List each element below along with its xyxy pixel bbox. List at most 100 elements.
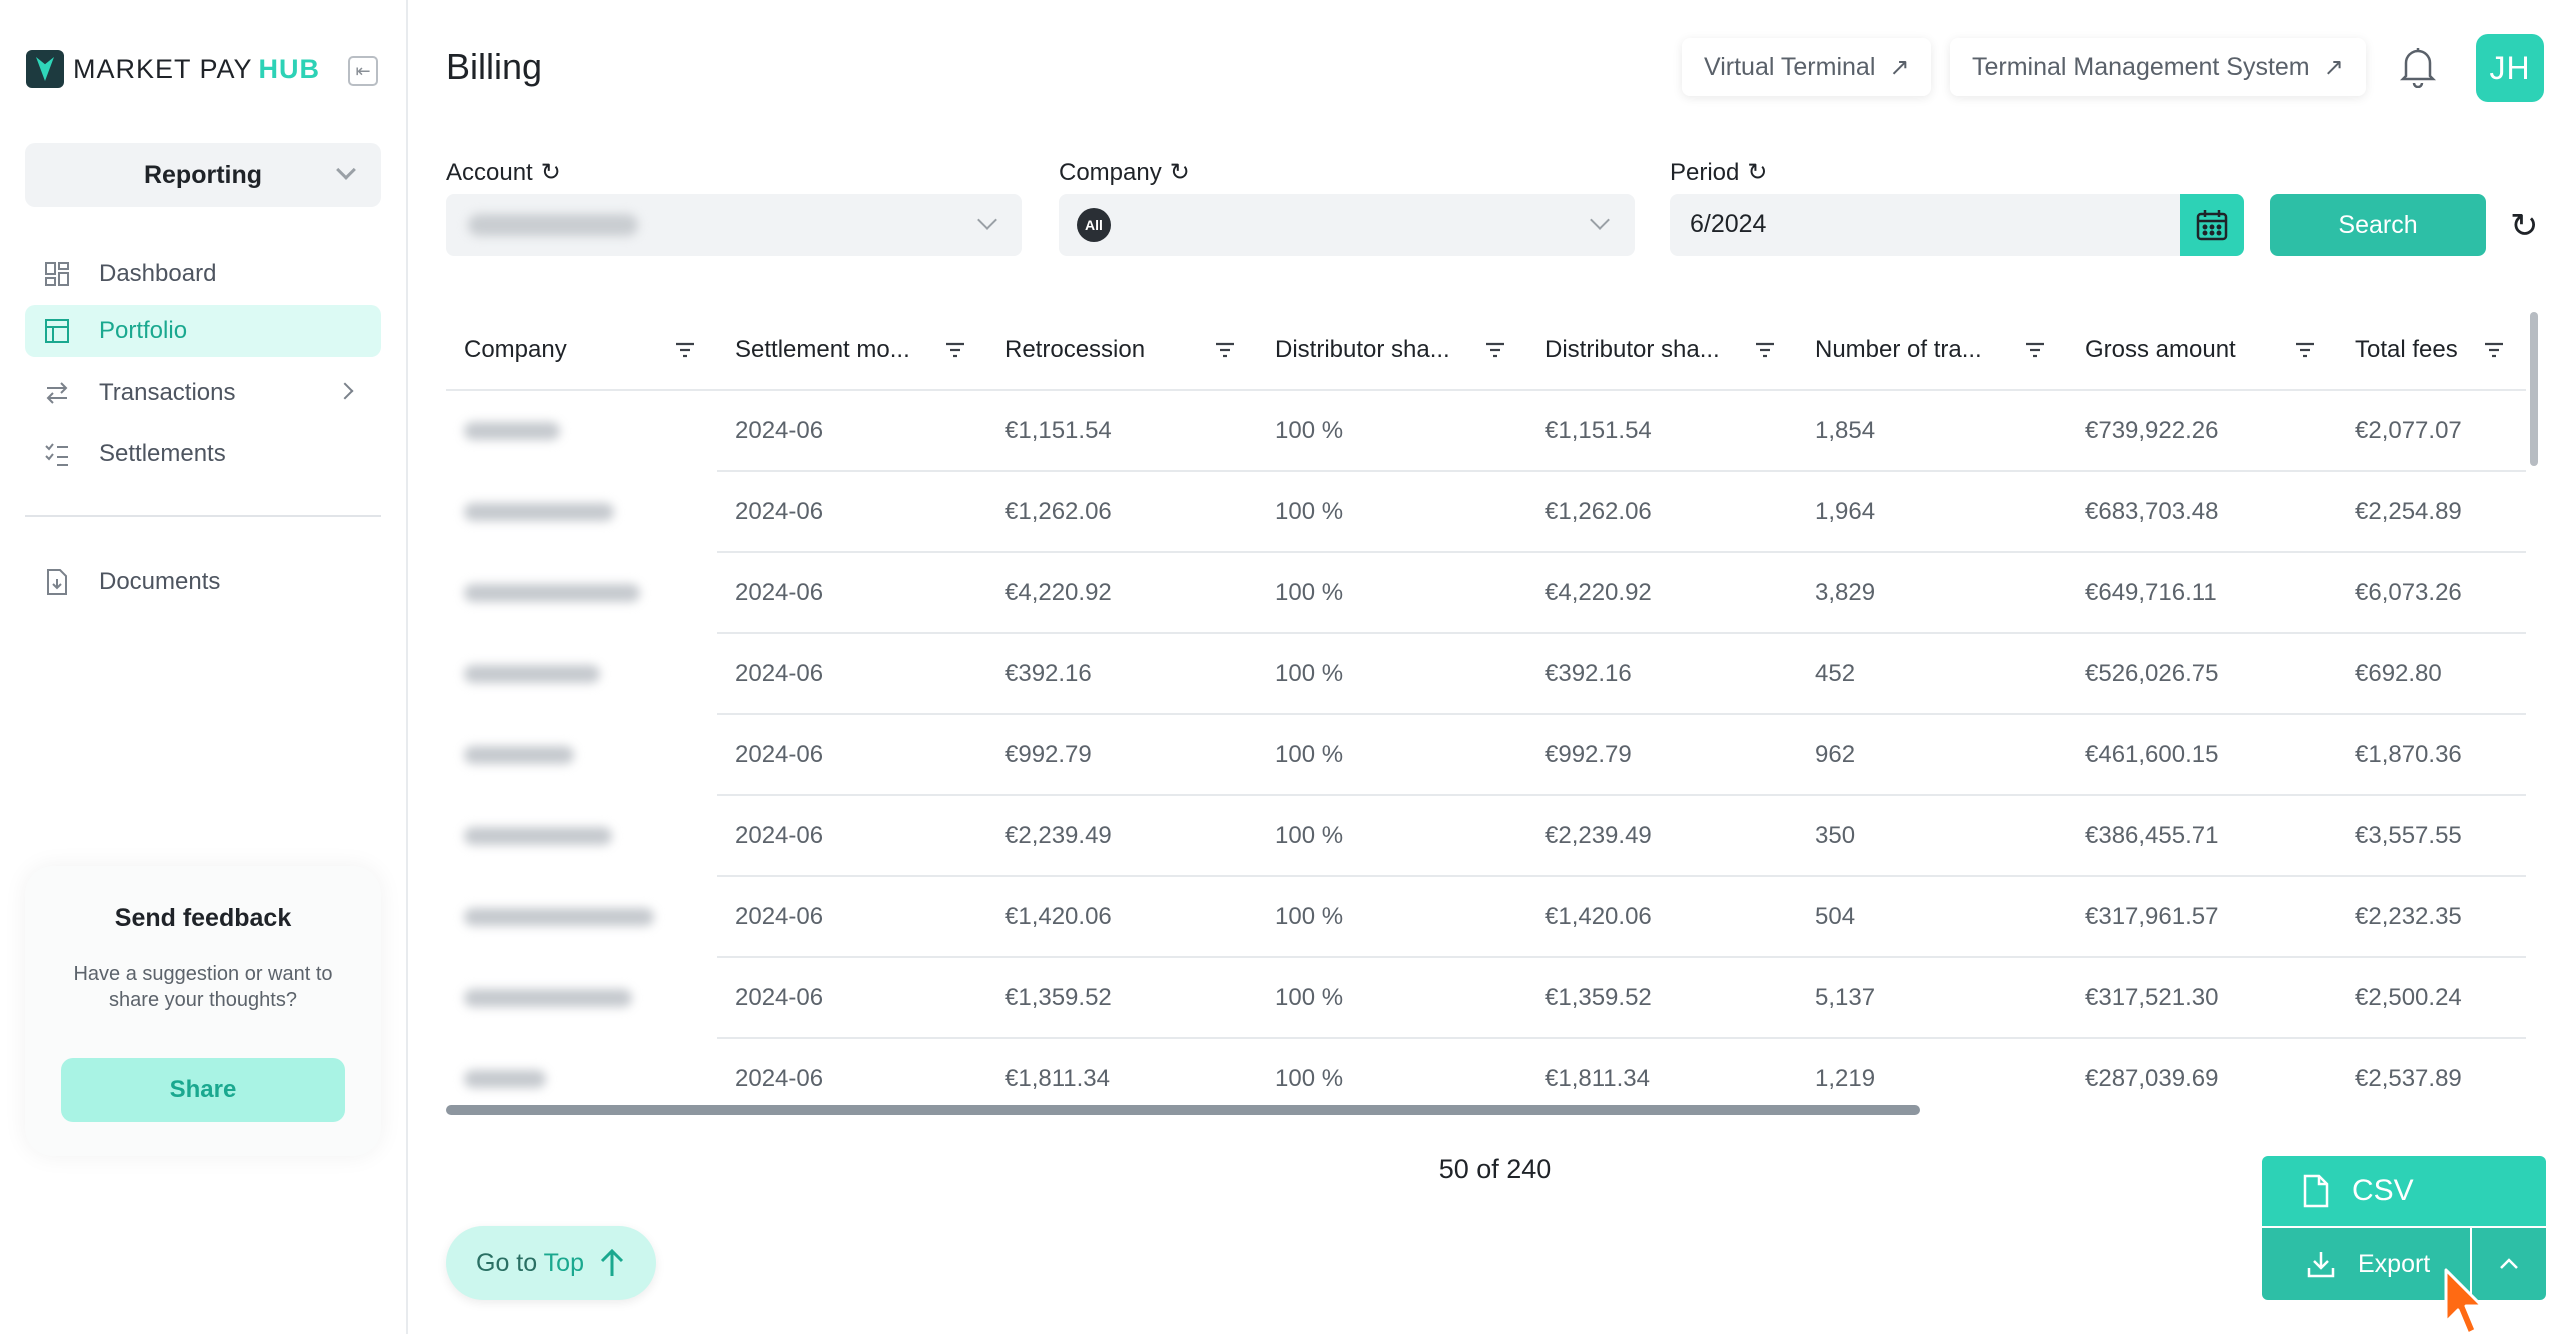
- filter-icon[interactable]: [1485, 342, 1505, 358]
- dashboard-grid-icon: [43, 260, 71, 288]
- table-row[interactable]: 2024-06 €1,151.54 100 % €1,151.54 1,854 €739,…: [446, 390, 2526, 472]
- refresh-icon[interactable]: ↻: [1747, 159, 1768, 186]
- sidebar-item-label: Transactions: [99, 379, 236, 406]
- cell-count: 3,829: [1797, 552, 2067, 634]
- column-header-gross-amount[interactable]: Gross amount: [2067, 310, 2337, 391]
- notification-bell-icon[interactable]: [2398, 44, 2438, 89]
- cell-share-amt: €1,151.54: [1527, 390, 1797, 472]
- export-button[interactable]: Export: [2262, 1228, 2470, 1300]
- table-row[interactable]: 2024-06 €2,239.49 100 % €2,239.49 350 €386,45…: [446, 795, 2526, 877]
- section-select[interactable]: Reporting: [25, 143, 381, 207]
- user-avatar[interactable]: JH: [2476, 34, 2544, 102]
- cell-retro: €4,220.92: [987, 552, 1257, 634]
- column-header-label: Number of tra...: [1815, 335, 1982, 363]
- sidebar-item-documents[interactable]: Documents: [25, 556, 381, 608]
- cell-count: 1,219: [1797, 1038, 2067, 1110]
- brand-name: MARKET PAY HUB: [73, 53, 321, 84]
- brand-logo[interactable]: MARKET PAY HUB: [26, 50, 320, 88]
- share-button[interactable]: Share: [61, 1058, 345, 1122]
- csv-export-option[interactable]: CSV: [2262, 1156, 2546, 1226]
- cell-fees: €2,232.35: [2337, 876, 2526, 958]
- sidebar-item-dashboard[interactable]: Dashboard: [25, 248, 381, 300]
- cell-gross: €526,026.75: [2067, 633, 2337, 715]
- cell-retro: €392.16: [987, 633, 1257, 715]
- sidebar-item-label: Dashboard: [99, 260, 217, 287]
- refresh-icon[interactable]: ↻: [1169, 159, 1190, 186]
- cell-gross: €683,703.48: [2067, 471, 2337, 553]
- horizontal-scrollbar[interactable]: [446, 1105, 1920, 1115]
- cell-count: 5,137: [1797, 957, 2067, 1039]
- table-row[interactable]: 2024-06 €1,420.06 100 % €1,420.06 504 €317,96…: [446, 876, 2526, 958]
- table-row[interactable]: 2024-06 €1,359.52 100 % €1,359.52 5,137 €317,…: [446, 957, 2526, 1039]
- chevron-down-icon: [336, 160, 356, 180]
- cell-fees: €2,254.89: [2337, 471, 2526, 553]
- cell-month: 2024-06: [717, 552, 987, 634]
- company-cell-redacted: [446, 552, 717, 634]
- filter-icon[interactable]: [2025, 342, 2045, 358]
- calendar-icon[interactable]: [2180, 194, 2244, 256]
- column-header-settlement-month[interactable]: Settlement mo...: [717, 310, 987, 391]
- sidebar-item-portfolio[interactable]: Portfolio: [25, 305, 381, 357]
- column-header-distributor-share-pct[interactable]: Distributor sha...: [1257, 310, 1527, 391]
- cell-share-amt: €4,220.92: [1527, 552, 1797, 634]
- column-header-label: Distributor sha...: [1275, 335, 1450, 363]
- filter-icon[interactable]: [1215, 342, 1235, 358]
- column-header-retrocession[interactable]: Retrocession: [987, 310, 1257, 391]
- filter-icon[interactable]: [2295, 342, 2315, 358]
- cell-share-amt: €1,262.06: [1527, 471, 1797, 553]
- sidebar-item-transactions[interactable]: Transactions: [25, 367, 381, 419]
- column-header-label: Retrocession: [1005, 335, 1146, 363]
- cell-count: 962: [1797, 714, 2067, 796]
- virtual-terminal-link[interactable]: Virtual Terminal ↗: [1682, 38, 1932, 96]
- filter-icon[interactable]: [1755, 342, 1775, 358]
- company-cell-redacted: [446, 714, 717, 796]
- table-row[interactable]: 2024-06 €1,262.06 100 % €1,262.06 1,964 €683,…: [446, 471, 2526, 553]
- cell-gross: €317,521.30: [2067, 957, 2337, 1039]
- chevron-up-icon: [2500, 1258, 2518, 1269]
- account-select[interactable]: [446, 194, 1022, 256]
- go-to-top-button[interactable]: Go to Top: [446, 1226, 656, 1300]
- sidebar-item-settlements[interactable]: Settlements: [25, 428, 381, 480]
- cell-share-amt: €992.79: [1527, 714, 1797, 796]
- table-row[interactable]: 2024-06 €1,811.34 100 % €1,811.34 1,219 €287,…: [446, 1038, 2526, 1110]
- filter-icon[interactable]: [2484, 342, 2504, 358]
- filter-icon[interactable]: [945, 342, 965, 358]
- export-menu-toggle[interactable]: [2472, 1228, 2546, 1300]
- company-cell-redacted: [446, 390, 717, 472]
- cell-fees: €2,077.07: [2337, 390, 2526, 472]
- table-row[interactable]: 2024-06 €4,220.92 100 % €4,220.92 3,829 €649,…: [446, 552, 2526, 634]
- collapse-sidebar-icon[interactable]: ⇤: [348, 56, 378, 86]
- arrow-up-icon: [600, 1248, 624, 1276]
- cell-retro: €1,420.06: [987, 876, 1257, 958]
- company-select[interactable]: All: [1059, 194, 1635, 256]
- column-header-distributor-share-amount[interactable]: Distributor sha...: [1527, 310, 1797, 391]
- feedback-title: Send feedback: [114, 904, 292, 932]
- cell-share-amt: €1,359.52: [1527, 957, 1797, 1039]
- reset-refresh-icon[interactable]: ↻: [2510, 207, 2539, 245]
- column-header-transaction-count[interactable]: Number of tra...: [1797, 310, 2067, 391]
- refresh-icon[interactable]: ↻: [540, 159, 561, 186]
- column-header-total-fees[interactable]: Total fees: [2337, 310, 2526, 391]
- cell-share-pct: 100 %: [1257, 876, 1527, 958]
- company-cell-redacted: [446, 957, 717, 1039]
- cell-share-amt: €1,811.34: [1527, 1038, 1797, 1110]
- cell-share-amt: €2,239.49: [1527, 795, 1797, 877]
- export-label: Export: [2358, 1249, 2431, 1278]
- cell-share-pct: 100 %: [1257, 795, 1527, 877]
- period-field[interactable]: 6/2024: [1670, 194, 2244, 256]
- cell-retro: €1,262.06: [987, 471, 1257, 553]
- sidebar-item-label: Documents: [99, 568, 221, 595]
- company-filter-label: Company ↻: [1059, 158, 1190, 187]
- column-header-label: Gross amount: [2085, 335, 2236, 363]
- column-header-label: Distributor sha...: [1545, 335, 1720, 363]
- table-row[interactable]: 2024-06 €392.16 100 % €392.16 452 €526,026.75…: [446, 633, 2526, 715]
- cell-gross: €739,922.26: [2067, 390, 2337, 472]
- table-row[interactable]: 2024-06 €992.79 100 % €992.79 962 €461,600.15…: [446, 714, 2526, 796]
- column-header-company[interactable]: Company: [446, 310, 717, 391]
- search-button[interactable]: Search: [2270, 194, 2486, 256]
- terminal-management-link[interactable]: Terminal Management System ↗: [1950, 38, 2366, 96]
- section-select-label: Reporting: [143, 160, 263, 189]
- vertical-scrollbar[interactable]: [2530, 312, 2538, 466]
- filter-icon[interactable]: [675, 342, 695, 358]
- cell-gross: €386,455.71: [2067, 795, 2337, 877]
